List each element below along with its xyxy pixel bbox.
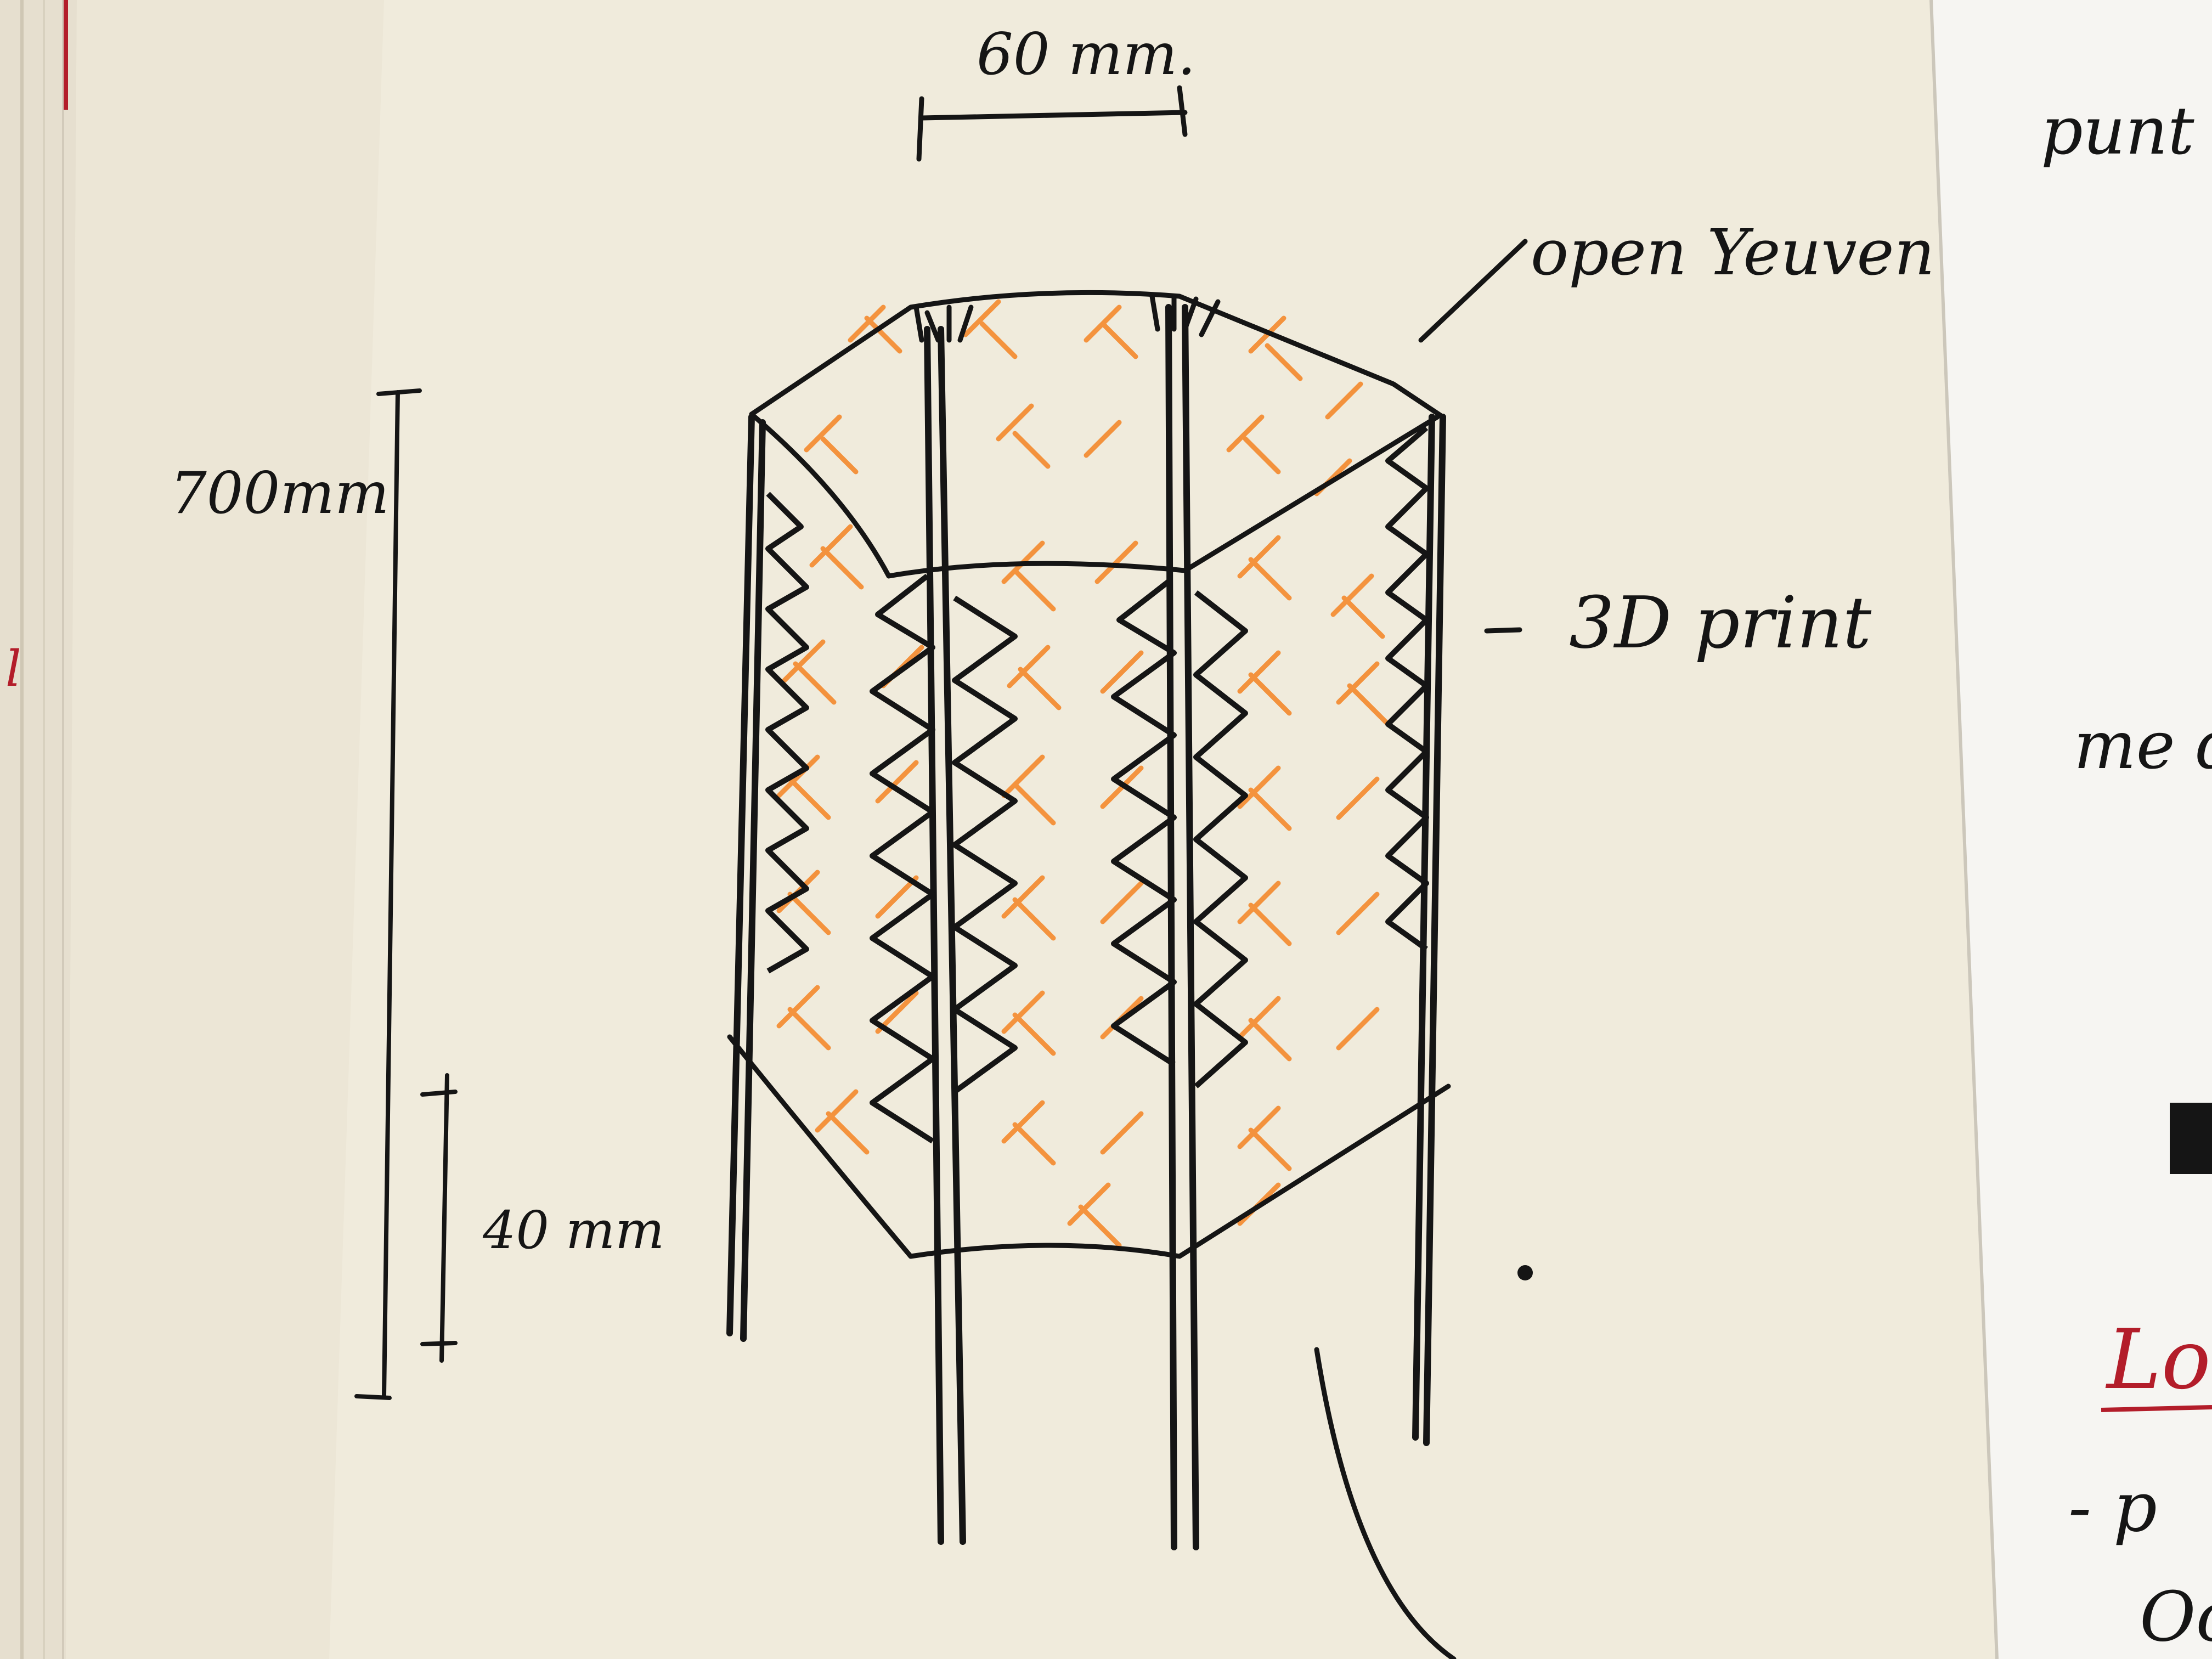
ink-mark [2170, 1103, 2212, 1174]
height-dimension [354, 388, 422, 1400]
right-page-top-word: punt [2041, 93, 2194, 170]
red-underline [2101, 1405, 2212, 1412]
width-dimension [916, 85, 1188, 162]
rods [726, 304, 1446, 1550]
right-page-red-heading: Log [2105, 1312, 2212, 1408]
zigzag-ribs [765, 426, 1429, 1144]
right-page [1931, 0, 2212, 1659]
lattice-pattern [776, 299, 1391, 1248]
right-page-mid-word: me d [2074, 708, 2212, 784]
ink-dot [1517, 1265, 1533, 1280]
side-note: 3D print [1569, 581, 1872, 664]
leg-height-dimension [420, 1073, 458, 1363]
page-stack-edge [0, 0, 77, 1659]
right-page-bottom-fragment: Oc [2140, 1577, 2212, 1657]
left-page [66, 0, 1997, 1659]
sleeve-outline [727, 290, 1451, 1259]
width-label: 60 mm. [977, 21, 1196, 88]
top-note: open Yeuven [1531, 216, 1935, 290]
right-page-dash-line: - p [2068, 1468, 2157, 1547]
left-page-fragment: l [5, 640, 21, 698]
height-legs-label: 40 mm [482, 1200, 664, 1261]
leader-lines [1314, 239, 1528, 1659]
height-total-label: 700mm [170, 460, 390, 527]
